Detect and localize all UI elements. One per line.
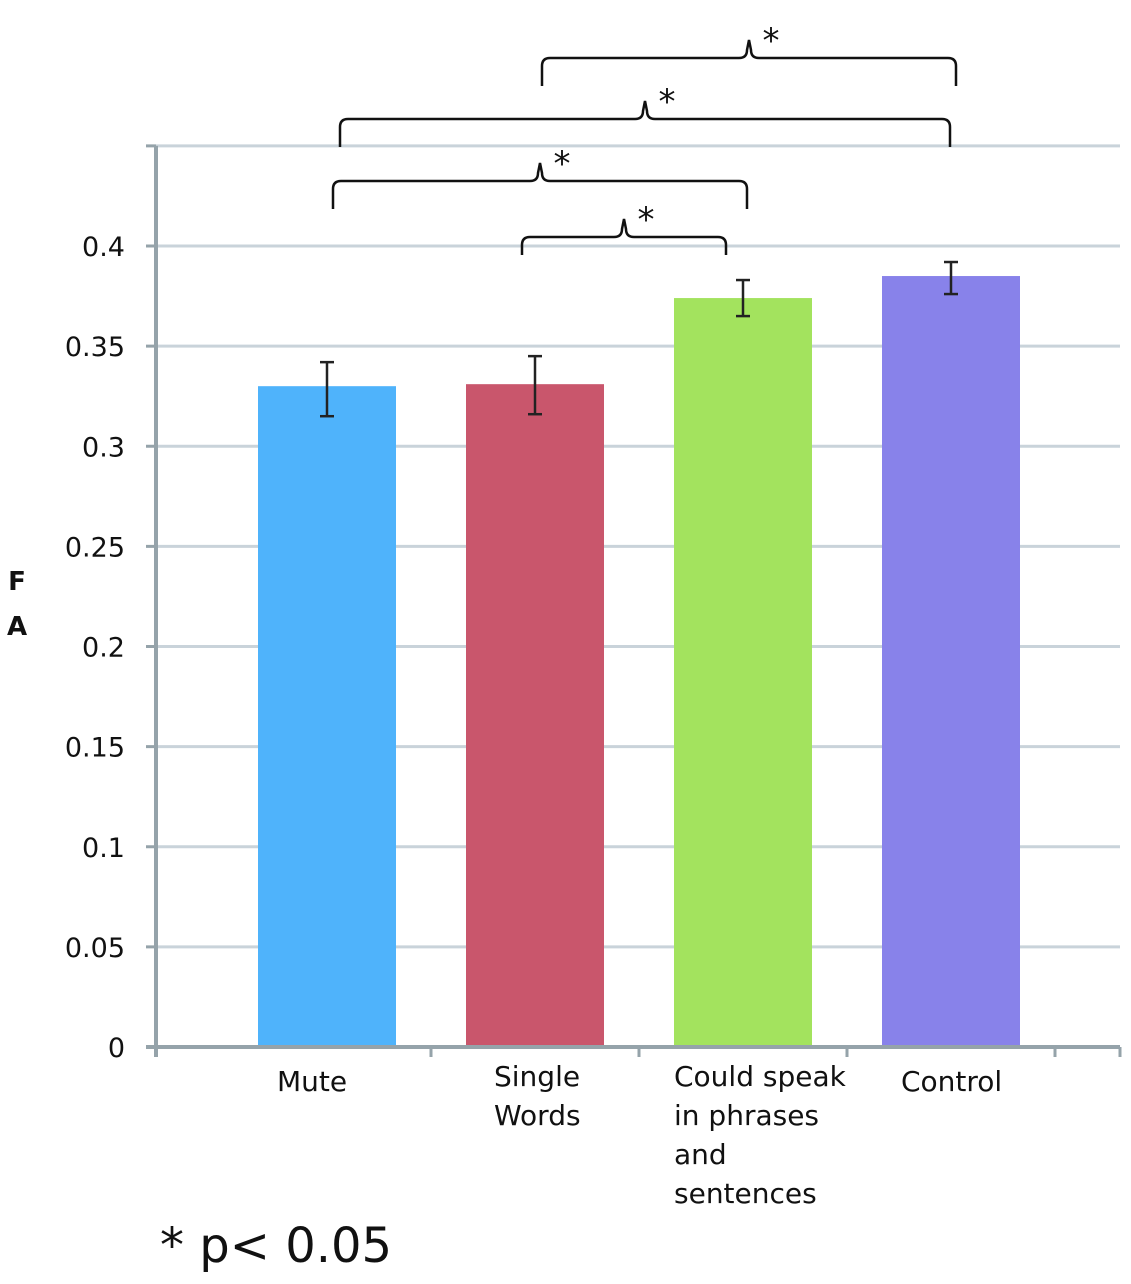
y-axis-label-letter-1: A bbox=[7, 612, 27, 642]
error-bar-1 bbox=[528, 354, 542, 416]
category-label-2-line-3: sentences bbox=[674, 1177, 817, 1210]
bar-0 bbox=[258, 386, 396, 1047]
bar-2 bbox=[674, 298, 812, 1047]
significance-star-2: * bbox=[659, 82, 676, 122]
error-bars bbox=[320, 260, 958, 418]
y-tick-label-2: 0.1 bbox=[82, 833, 125, 864]
y-tick-label-1: 0.05 bbox=[65, 933, 125, 964]
y-axis-label: FA bbox=[7, 567, 27, 642]
category-label-3-line-0: Control bbox=[901, 1065, 1002, 1098]
y-tick-label-0: 0 bbox=[108, 1033, 125, 1064]
bar-1 bbox=[466, 384, 604, 1047]
significance-star-0: * bbox=[638, 200, 655, 240]
error-bar-3 bbox=[944, 260, 958, 296]
category-label-1-line-1: Words bbox=[494, 1099, 581, 1132]
y-tick-label-3: 0.15 bbox=[65, 733, 125, 764]
significance-bracket-line-3 bbox=[540, 39, 958, 86]
y-tick-labels: 0 0.05 0.1 0.15 0.2 0.25 0.3 0.35 0.4 bbox=[65, 232, 125, 1064]
category-label-1-line-0: Single bbox=[494, 1060, 580, 1093]
category-label-3: Control bbox=[901, 1065, 1002, 1098]
y-tick-label-4: 0.2 bbox=[82, 633, 125, 664]
axes bbox=[146, 144, 1122, 1057]
error-bar-0 bbox=[320, 360, 334, 418]
significance-footnote: * p< 0.05 bbox=[160, 1218, 393, 1274]
significance-star-1: * bbox=[554, 144, 571, 184]
significance-bracket-2: * bbox=[338, 82, 952, 147]
category-label-0: Mute bbox=[277, 1065, 347, 1098]
category-label-0-line-0: Mute bbox=[277, 1065, 347, 1098]
category-label-2-line-0: Could speak bbox=[674, 1060, 847, 1093]
significance-bracket-3: * bbox=[540, 21, 958, 86]
category-label-2-line-2: and bbox=[674, 1138, 727, 1171]
y-tick-label-6: 0.3 bbox=[82, 432, 125, 463]
category-label-2: Could speak in phrases and sentences bbox=[674, 1060, 847, 1210]
category-label-2-line-1: in phrases bbox=[674, 1099, 819, 1132]
error-bar-2 bbox=[736, 278, 750, 318]
significance-bracket-line-1 bbox=[331, 162, 749, 209]
significance-bracket-line-2 bbox=[338, 100, 952, 147]
significance-bracket-0: * bbox=[520, 200, 728, 255]
y-axis-label-letter-0: F bbox=[8, 567, 26, 597]
significance-star-3: * bbox=[763, 21, 780, 61]
category-labels: Mute Single Words Could speak in phrases and s… bbox=[277, 1060, 1002, 1210]
significance-bracket-1: * bbox=[331, 144, 749, 209]
significance-bracket-line-0 bbox=[520, 218, 728, 255]
y-tick-label-8: 0.4 bbox=[82, 232, 125, 263]
y-tick-label-7: 0.35 bbox=[65, 332, 125, 363]
significance-brackets: * * * * bbox=[331, 21, 958, 255]
y-tick-label-5: 0.25 bbox=[65, 532, 125, 563]
category-label-1: Single Words bbox=[494, 1060, 581, 1132]
bars bbox=[258, 276, 1020, 1048]
bar-3 bbox=[882, 276, 1020, 1048]
